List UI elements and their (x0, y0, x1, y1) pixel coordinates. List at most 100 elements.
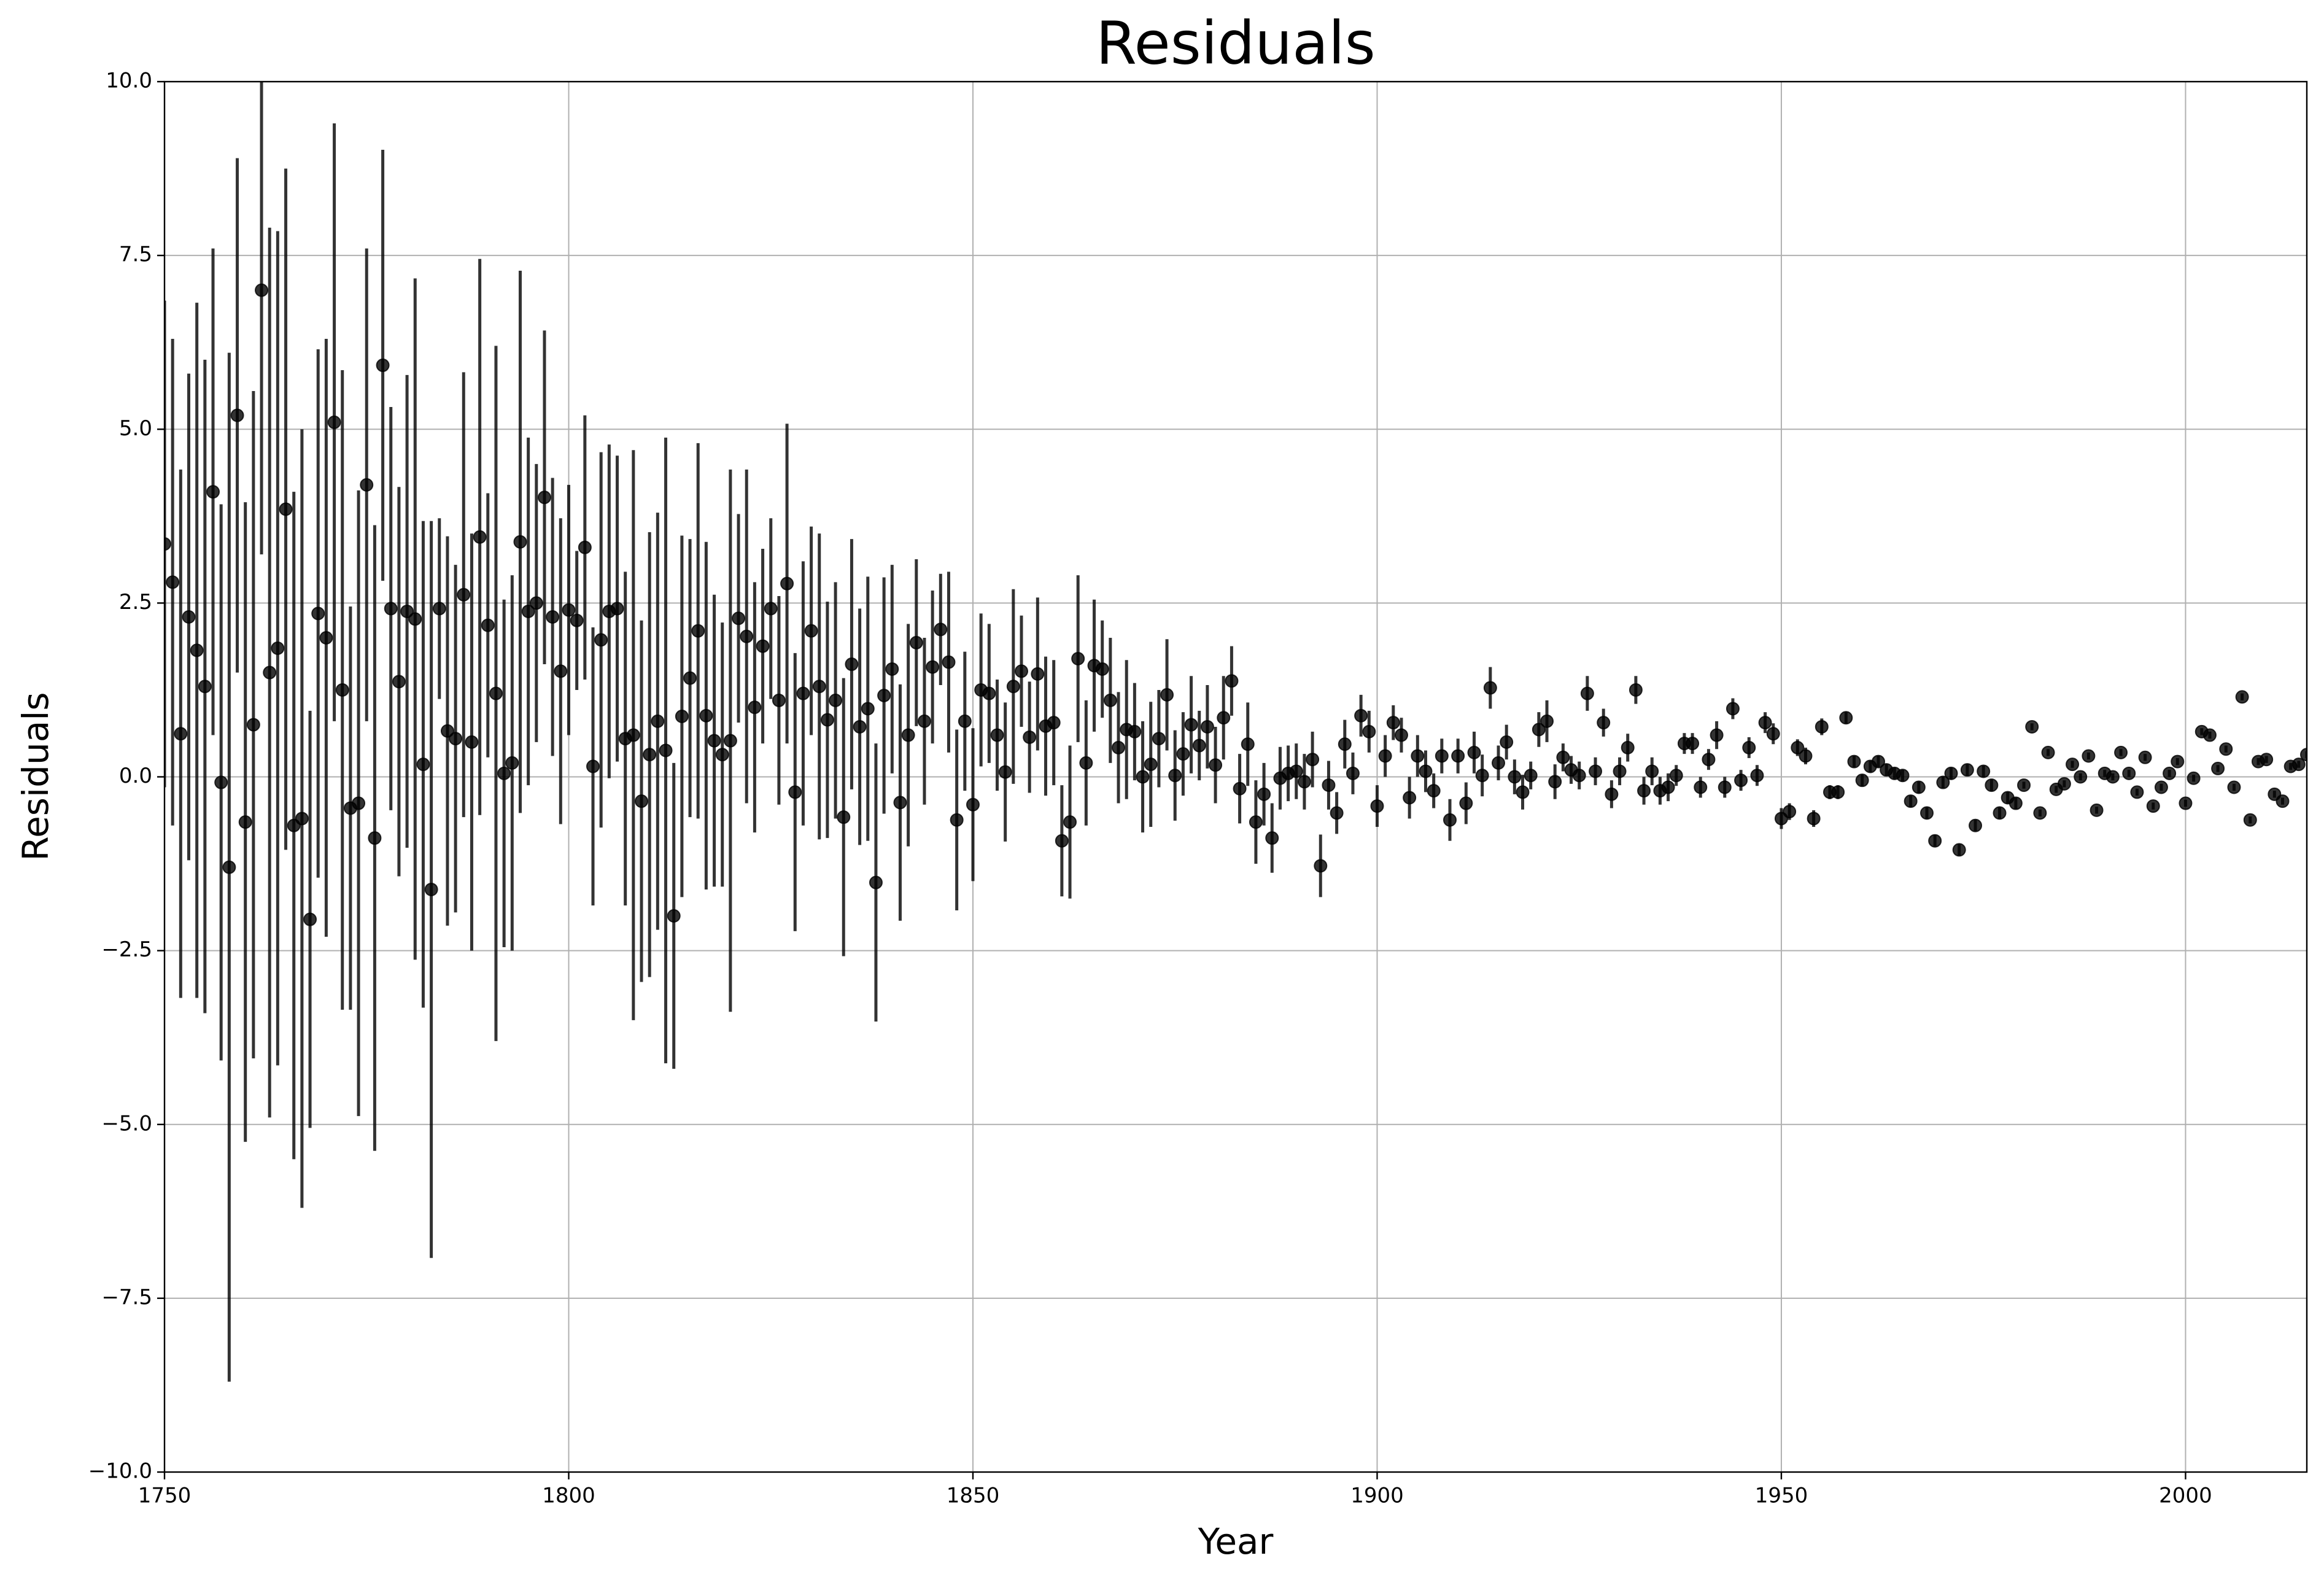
y-tick-label: −2.5 (101, 937, 152, 962)
data-point (788, 785, 802, 799)
data-point (1289, 764, 1303, 778)
data-point (861, 702, 875, 716)
data-point (2033, 806, 2047, 820)
data-point (554, 664, 568, 678)
data-point (529, 596, 543, 610)
data-point (2186, 771, 2201, 785)
data-point (893, 796, 907, 810)
data-point (1718, 780, 1732, 794)
data-point (2090, 803, 2104, 817)
data-point (1540, 714, 1554, 728)
data-point (1920, 806, 1934, 820)
data-point (513, 535, 527, 549)
data-point (1168, 769, 1182, 783)
data-point (408, 612, 422, 626)
data-point (2082, 749, 2096, 763)
data-point (1144, 758, 1158, 772)
data-point (1645, 764, 1659, 778)
data-point (1928, 834, 1942, 848)
data-point (1855, 773, 1869, 788)
data-point (2291, 758, 2306, 772)
plot-area (165, 82, 2307, 1382)
data-point (335, 683, 349, 697)
data-point (699, 708, 713, 723)
x-tick-label: 1750 (138, 1484, 192, 1508)
data-point (1241, 737, 1255, 751)
data-point (950, 813, 964, 827)
data-point (764, 602, 778, 616)
data-point (990, 728, 1004, 742)
data-point (909, 635, 923, 649)
data-point (845, 657, 859, 672)
data-point (1993, 806, 2007, 820)
data-point (1443, 813, 1457, 827)
data-point (869, 875, 883, 889)
data-point (1184, 718, 1198, 732)
data-point (1872, 754, 1885, 769)
data-point (1944, 766, 1958, 780)
data-point (1896, 769, 1910, 783)
y-tick-label: −10.0 (88, 1459, 152, 1484)
data-point (457, 587, 471, 602)
data-point (1669, 769, 1683, 783)
data-point (1346, 766, 1360, 780)
ticks: 1750 1800 1850 1900 1950 2000 −10.0 −7.5 −5.0 −2.… (88, 69, 2212, 1508)
data-point (1217, 711, 1231, 725)
data-point (1055, 834, 1069, 848)
data-point (2146, 799, 2160, 813)
data-point (182, 610, 196, 624)
data-point (1637, 784, 1651, 798)
data-point (1734, 773, 1748, 788)
data-point (1047, 716, 1061, 730)
data-point (1209, 758, 1223, 772)
data-point (206, 485, 220, 499)
data-point (2243, 813, 2257, 827)
y-tick-label: 10.0 (106, 69, 152, 93)
data-point (432, 602, 446, 616)
data-point (780, 576, 794, 591)
data-point (926, 660, 940, 674)
data-point (2202, 728, 2217, 742)
chart-title: Residuals (1096, 9, 1375, 77)
data-point (360, 478, 374, 492)
data-point (2235, 690, 2249, 704)
data-point (1063, 815, 1077, 829)
data-point (1791, 740, 1805, 754)
data-point (756, 639, 770, 653)
data-point (796, 686, 810, 700)
data-point (1265, 831, 1279, 845)
data-point (1451, 749, 1465, 763)
data-point (934, 622, 948, 637)
data-point (1952, 843, 1966, 857)
data-point (1411, 749, 1425, 763)
data-point (885, 662, 899, 676)
data-point (1136, 770, 1150, 784)
data-point (1766, 727, 1780, 741)
data-point (1192, 738, 1206, 753)
data-point (546, 610, 560, 624)
data-point (1338, 737, 1352, 751)
data-point (497, 766, 511, 780)
data-point (748, 700, 762, 715)
data-point (1742, 740, 1756, 754)
data-point (263, 665, 277, 680)
data-point (2260, 753, 2274, 767)
data-point (190, 643, 204, 657)
data-point (2066, 758, 2080, 772)
data-point (1112, 740, 1126, 754)
data-point (1023, 730, 1037, 744)
data-point (1750, 769, 1764, 783)
data-point (1960, 763, 1974, 777)
data-point (723, 734, 737, 748)
data-point (1176, 747, 1190, 761)
data-point (1621, 740, 1635, 754)
data-point (238, 815, 252, 829)
data-point (740, 629, 754, 643)
data-point (1911, 780, 1926, 794)
data-point (1427, 784, 1441, 798)
data-point (1500, 735, 1514, 749)
data-point (829, 693, 843, 707)
data-point (635, 794, 649, 808)
data-point (230, 408, 244, 422)
data-point (384, 602, 398, 616)
